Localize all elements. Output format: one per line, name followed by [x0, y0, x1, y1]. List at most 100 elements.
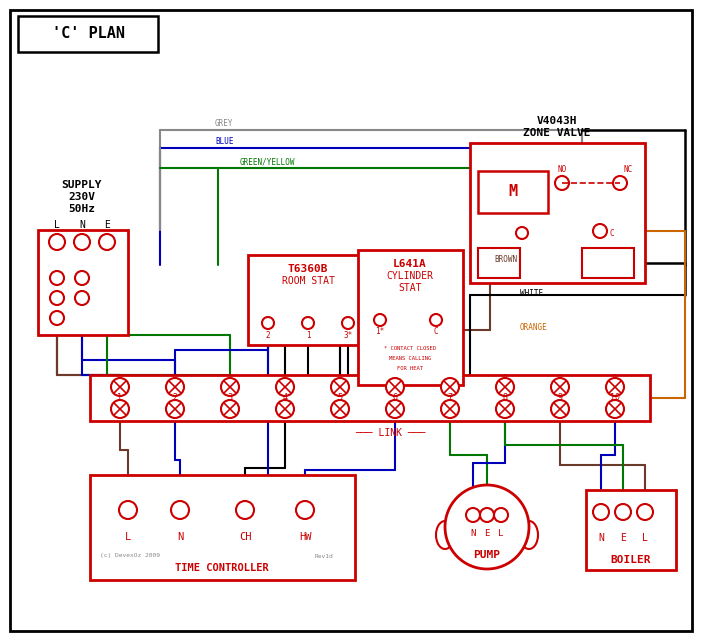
Circle shape — [606, 400, 624, 418]
Circle shape — [74, 234, 90, 250]
Circle shape — [606, 378, 624, 396]
Text: GREEN/YELLOW: GREEN/YELLOW — [240, 158, 296, 167]
Text: N: N — [177, 532, 183, 542]
Text: CYLINDER: CYLINDER — [387, 271, 434, 281]
Text: V4043H: V4043H — [537, 116, 577, 126]
Circle shape — [276, 378, 294, 396]
Circle shape — [551, 400, 569, 418]
Text: E: E — [484, 528, 490, 538]
Text: Rev1d: Rev1d — [315, 553, 333, 558]
Text: * CONTACT CLOSED: * CONTACT CLOSED — [384, 345, 436, 351]
Bar — [18, 16, 158, 52]
Text: BLUE: BLUE — [215, 138, 234, 147]
Text: 2: 2 — [173, 394, 178, 403]
Circle shape — [613, 176, 627, 190]
Text: N: N — [79, 220, 85, 230]
Text: L: L — [125, 532, 131, 542]
Text: C: C — [610, 228, 614, 238]
Text: 1*: 1* — [376, 328, 385, 337]
Circle shape — [615, 504, 631, 520]
Ellipse shape — [520, 521, 538, 549]
Text: 3*: 3* — [343, 331, 352, 340]
Text: E: E — [104, 220, 110, 230]
Circle shape — [75, 271, 89, 285]
Text: PUMP: PUMP — [474, 550, 501, 560]
Circle shape — [111, 400, 129, 418]
Circle shape — [480, 508, 494, 522]
Circle shape — [119, 501, 137, 519]
Circle shape — [441, 378, 459, 396]
Bar — [248, 255, 368, 345]
Circle shape — [551, 378, 569, 396]
Circle shape — [441, 400, 459, 418]
Circle shape — [374, 314, 386, 326]
Circle shape — [555, 176, 569, 190]
Circle shape — [302, 317, 314, 329]
Circle shape — [445, 485, 529, 569]
Bar — [582, 248, 634, 278]
Text: M: M — [508, 185, 517, 199]
Text: STAT: STAT — [398, 283, 422, 293]
Bar — [470, 143, 645, 283]
Circle shape — [496, 400, 514, 418]
Text: 50Hz: 50Hz — [69, 204, 95, 214]
Text: 7: 7 — [447, 394, 453, 403]
Text: TIME CONTROLLER: TIME CONTROLLER — [175, 563, 269, 573]
Circle shape — [75, 291, 89, 305]
Text: T6360B: T6360B — [288, 264, 329, 274]
Circle shape — [276, 400, 294, 418]
Circle shape — [386, 400, 404, 418]
Text: ORANGE: ORANGE — [520, 324, 548, 333]
Text: 6: 6 — [392, 394, 397, 403]
Circle shape — [342, 317, 354, 329]
Text: ─── LINK ───: ─── LINK ─── — [355, 428, 425, 438]
Text: 9: 9 — [557, 394, 562, 403]
Bar — [586, 490, 676, 570]
Bar — [90, 475, 355, 580]
Circle shape — [296, 501, 314, 519]
Circle shape — [50, 291, 64, 305]
Bar — [358, 250, 463, 385]
Text: MEANS CALLING: MEANS CALLING — [389, 356, 431, 360]
Circle shape — [331, 400, 349, 418]
Text: 230V: 230V — [69, 192, 95, 202]
Bar — [90, 375, 650, 421]
Text: NC: NC — [623, 165, 633, 174]
Circle shape — [171, 501, 189, 519]
Text: ROOM STAT: ROOM STAT — [282, 276, 334, 286]
Circle shape — [593, 224, 607, 238]
Text: HW: HW — [299, 532, 311, 542]
Circle shape — [262, 317, 274, 329]
Text: L: L — [498, 528, 504, 538]
Circle shape — [516, 227, 528, 239]
Text: NO: NO — [557, 165, 567, 174]
Circle shape — [593, 504, 609, 520]
Circle shape — [50, 271, 64, 285]
Text: CH: CH — [239, 532, 251, 542]
Text: BOILER: BOILER — [611, 555, 651, 565]
Circle shape — [430, 314, 442, 326]
Text: L: L — [54, 220, 60, 230]
Circle shape — [496, 378, 514, 396]
Text: L641A: L641A — [393, 259, 427, 269]
Circle shape — [166, 400, 184, 418]
Circle shape — [50, 311, 64, 325]
Text: FOR HEAT: FOR HEAT — [397, 365, 423, 370]
Circle shape — [221, 400, 239, 418]
Text: N: N — [470, 528, 476, 538]
Circle shape — [637, 504, 653, 520]
Bar — [478, 171, 548, 213]
Text: 10: 10 — [610, 394, 620, 403]
Circle shape — [236, 501, 254, 519]
Text: N: N — [598, 533, 604, 543]
Text: BROWN: BROWN — [494, 255, 517, 264]
Circle shape — [111, 378, 129, 396]
Text: C: C — [434, 328, 438, 337]
Text: 2: 2 — [265, 331, 270, 340]
Circle shape — [99, 234, 115, 250]
Text: GREY: GREY — [215, 119, 234, 128]
Circle shape — [466, 508, 480, 522]
Ellipse shape — [436, 521, 454, 549]
Text: E: E — [620, 533, 626, 543]
Text: 1: 1 — [117, 394, 123, 403]
